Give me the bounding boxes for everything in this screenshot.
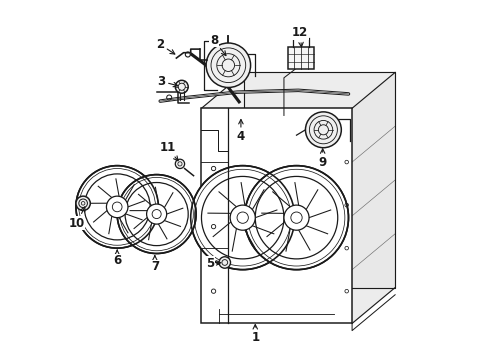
Text: 1: 1 xyxy=(251,325,259,343)
Text: 12: 12 xyxy=(291,27,307,47)
Text: 4: 4 xyxy=(236,120,244,144)
Circle shape xyxy=(76,166,158,248)
Text: 7: 7 xyxy=(150,256,159,273)
Circle shape xyxy=(305,112,341,148)
Polygon shape xyxy=(201,72,394,108)
Circle shape xyxy=(175,159,184,168)
Circle shape xyxy=(76,196,90,211)
Polygon shape xyxy=(244,72,394,288)
Text: 6: 6 xyxy=(113,250,121,267)
Circle shape xyxy=(117,175,196,253)
Bar xyxy=(287,47,314,69)
Circle shape xyxy=(190,166,294,270)
Circle shape xyxy=(244,166,348,270)
Text: 8: 8 xyxy=(209,33,225,55)
Circle shape xyxy=(175,80,188,93)
Polygon shape xyxy=(351,72,394,323)
Text: 5: 5 xyxy=(206,257,220,270)
Text: 10: 10 xyxy=(68,207,85,230)
Circle shape xyxy=(106,196,128,218)
Polygon shape xyxy=(201,108,351,323)
Text: 9: 9 xyxy=(318,149,326,168)
Circle shape xyxy=(219,257,230,268)
Text: 11: 11 xyxy=(159,141,178,161)
Circle shape xyxy=(230,205,255,230)
Text: 2: 2 xyxy=(156,38,174,54)
Text: 3: 3 xyxy=(157,75,178,88)
Circle shape xyxy=(206,43,250,87)
Circle shape xyxy=(284,205,308,230)
Circle shape xyxy=(146,204,166,224)
